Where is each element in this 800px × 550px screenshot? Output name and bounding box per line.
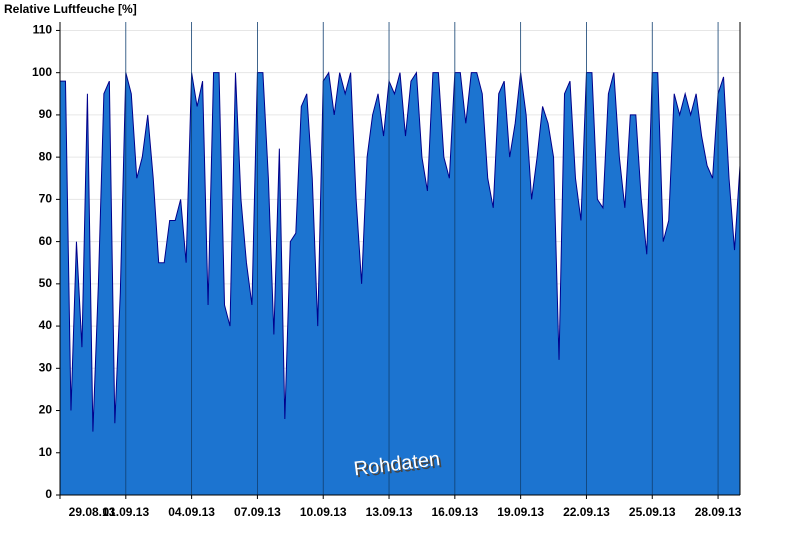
y-tick-label: 110 <box>33 23 53 37</box>
y-tick-label: 70 <box>39 192 53 206</box>
x-tick-label: 04.09.13 <box>168 505 215 519</box>
y-tick-label: 40 <box>39 318 53 332</box>
x-tick-label: 07.09.13 <box>234 505 281 519</box>
line <box>60 71 741 432</box>
x-tick-label: 29.08.13 <box>69 505 116 519</box>
x-tick-label: 22.09.13 <box>563 505 610 519</box>
y-tick-label: 100 <box>32 65 52 79</box>
y-tick-label: 30 <box>39 360 53 374</box>
y-tick-label: 80 <box>39 149 53 163</box>
x-tick-label: 19.09.13 <box>497 505 544 519</box>
x-tick-label: 16.09.13 <box>431 505 478 519</box>
y-tick-label: 10 <box>39 445 53 459</box>
y-tick-label: 50 <box>39 276 53 290</box>
x-tick-label: 10.09.13 <box>300 505 347 519</box>
x-tick-label: 13.09.13 <box>366 505 413 519</box>
y-tick-label: 0 <box>45 487 52 501</box>
chart-title: Relative Luftfeuche [%] <box>4 2 137 16</box>
x-tick-label: 01.09.13 <box>102 505 149 519</box>
x-tick-label: 25.09.13 <box>629 505 676 519</box>
y-tick-label: 20 <box>39 403 53 417</box>
y-tick-label: 60 <box>39 234 53 248</box>
y-tick-label: 90 <box>39 107 53 121</box>
area <box>60 72 740 495</box>
x-tick-label: 28.09.13 <box>695 505 742 519</box>
